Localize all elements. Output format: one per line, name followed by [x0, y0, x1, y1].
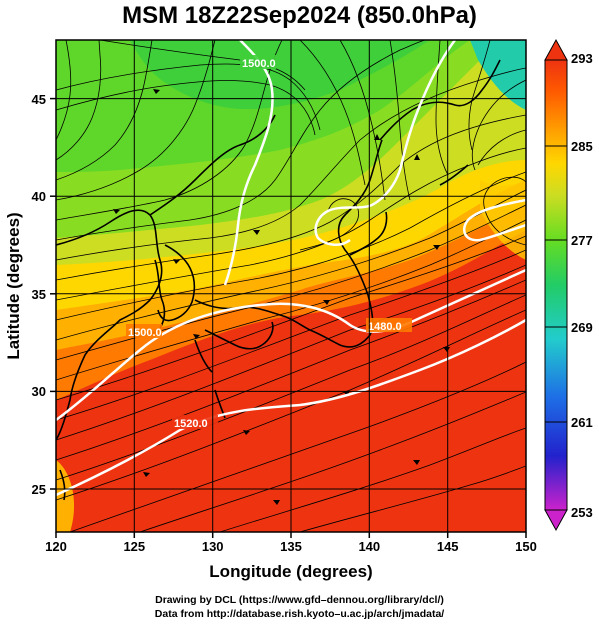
contour-label: 1480.0 — [368, 321, 402, 333]
grid — [56, 40, 526, 532]
colorbar-gradient — [544, 59, 568, 511]
x-tick-labels: 120 125 130 135 140 145 150 — [45, 539, 537, 554]
coastlines — [56, 59, 501, 501]
colorbar: 293 285 277 269 261 253 — [544, 38, 593, 532]
contour-label: 1500.0 — [242, 58, 276, 70]
y-tick-label: 30 — [32, 384, 46, 399]
contour-labels: 1520.0 1500.0 1480.0 1500.0 — [126, 55, 412, 430]
y-axis-title: Latitude (degrees) — [4, 212, 23, 359]
height-contours — [56, 40, 526, 497]
tick-marks — [50, 97, 527, 538]
y-tick-labels: 25 30 35 40 45 — [32, 92, 46, 497]
x-axis-title: Longitude (degrees) — [209, 562, 372, 581]
flow-arrows — [113, 89, 450, 505]
colorbar-label: 277 — [571, 233, 593, 248]
y-tick-label: 35 — [32, 287, 46, 302]
x-tick-label: 150 — [515, 539, 537, 554]
x-tick-label: 130 — [202, 539, 224, 554]
x-tick-label: 140 — [358, 539, 380, 554]
contour-label: 1520.0 — [174, 418, 208, 430]
colorbar-top-arrow — [544, 38, 568, 61]
y-tick-label: 40 — [32, 189, 46, 204]
credit-line-drawing: Drawing by DCL (https://www.gfd–dennou.o… — [155, 594, 444, 606]
streamlines — [56, 40, 526, 532]
colorbar-label: 261 — [571, 415, 593, 430]
map-title: MSM 18Z22Sep2024 (850.0hPa) — [122, 2, 477, 29]
colorbar-bottom-arrow — [544, 509, 568, 532]
colorbar-label: 269 — [571, 320, 593, 335]
y-tick-label: 45 — [32, 92, 46, 107]
x-tick-label: 145 — [437, 539, 459, 554]
x-tick-label: 120 — [45, 539, 67, 554]
credits: Drawing by DCL (https://www.gfd–dennou.o… — [0, 593, 599, 621]
x-tick-label: 125 — [123, 539, 145, 554]
colorbar-label: 293 — [571, 51, 593, 66]
credit-line-data: Data from http://database.rish.kyoto–u.a… — [154, 608, 445, 620]
colorbar-label: 285 — [571, 139, 593, 154]
y-tick-label: 25 — [32, 482, 46, 497]
contour-label: 1500.0 — [128, 327, 162, 339]
colorbar-label: 253 — [571, 505, 593, 520]
x-tick-label: 135 — [280, 539, 302, 554]
